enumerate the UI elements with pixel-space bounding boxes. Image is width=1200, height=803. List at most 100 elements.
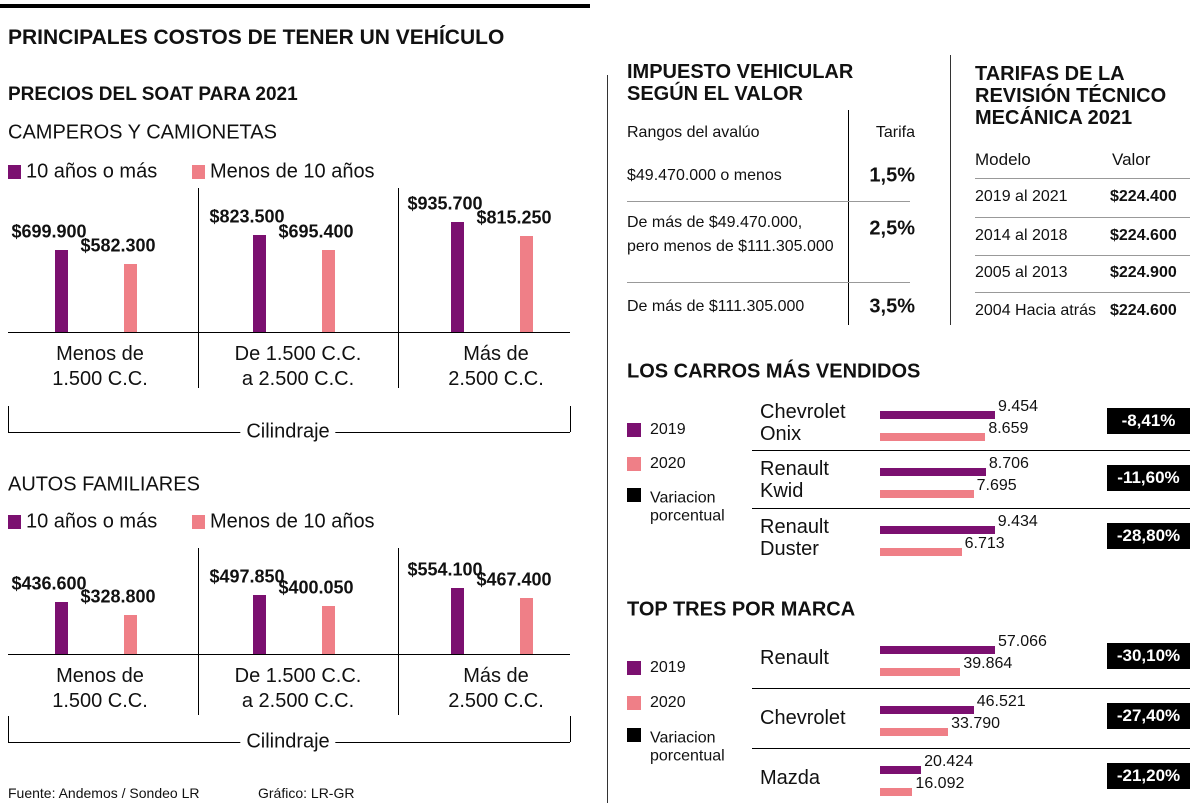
- legend-label: 2019: [650, 658, 686, 676]
- divider: [975, 217, 1190, 218]
- legend-swatch: [8, 515, 21, 529]
- category-label: Renault Kwid: [760, 458, 829, 502]
- divider: [752, 748, 1190, 749]
- legend-swatch: [627, 696, 641, 710]
- value-label: 16.092: [915, 774, 965, 792]
- table-header: Rangos del avalúo: [627, 123, 760, 141]
- divider: [398, 548, 399, 715]
- divider: [950, 55, 951, 325]
- legend-label: 10 años o más: [26, 160, 158, 183]
- value-label: $815.250: [476, 207, 552, 228]
- value-label: $699.900: [11, 221, 87, 242]
- legend-label: 2020: [650, 454, 686, 472]
- table-title: TARIFAS DE LA REVISIÓN TÉCNICO MECÁNICA …: [975, 63, 1167, 129]
- value-label: 7.695: [976, 476, 1017, 494]
- category-label: De 1.500 C.C. a 2.500 C.C.: [234, 665, 362, 712]
- axis-label: Cilindraje: [240, 730, 336, 754]
- legend-label: Variacion porcentual: [650, 729, 725, 765]
- value-label: 46.521: [976, 692, 1026, 710]
- bar: [520, 598, 533, 654]
- chart-title: TOP TRES POR MARCA: [627, 598, 856, 621]
- bar: [322, 606, 335, 654]
- divider: [975, 292, 1190, 293]
- value-label: 20.424: [924, 752, 974, 770]
- divider: [570, 406, 571, 432]
- chart-subtitle: AUTOS FAMILIARES: [8, 473, 200, 496]
- variation-label: -21,20%: [1116, 766, 1181, 785]
- bar: [520, 236, 533, 332]
- bar: [880, 728, 949, 736]
- divider: [752, 508, 1190, 509]
- variation-label: -8,41%: [1121, 411, 1176, 430]
- bar: [880, 468, 986, 476]
- value-label: $436.600: [11, 573, 87, 594]
- legend-swatch: [192, 165, 205, 179]
- bar: [880, 526, 995, 534]
- table-cell: $224.600: [1110, 301, 1177, 319]
- bar: [880, 766, 922, 774]
- bar: [880, 490, 974, 498]
- table-cell: 1,5%: [869, 164, 915, 187]
- legend-swatch: [627, 457, 641, 471]
- bar: [880, 548, 962, 556]
- value-label: 6.713: [964, 534, 1005, 552]
- divider: [752, 688, 1190, 689]
- legend-swatch: [627, 423, 641, 437]
- axis-label: Cilindraje: [240, 420, 336, 444]
- bar: [322, 250, 335, 332]
- value-label: $823.500: [209, 206, 285, 227]
- table-cell: De más de $49.470.000, pero menos de $11…: [627, 214, 834, 255]
- divider: [198, 188, 199, 388]
- bar: [880, 668, 961, 676]
- value-label: 39.864: [963, 654, 1013, 672]
- divider: [398, 188, 399, 388]
- value-label: 9.454: [998, 397, 1039, 415]
- divider: [627, 282, 910, 283]
- variation-box: -21,20%: [1107, 763, 1190, 789]
- table-cell: $49.470.000 o menos: [627, 167, 782, 184]
- value-label: 33.790: [951, 714, 1001, 732]
- legend-label: 2020: [650, 693, 686, 711]
- legend-label: Variacion porcentual: [650, 489, 725, 525]
- table-cell: $224.600: [1110, 226, 1177, 244]
- bar: [880, 788, 913, 796]
- divider: [570, 716, 571, 742]
- bar: [55, 601, 68, 654]
- category-label: De 1.500 C.C. a 2.500 C.C.: [234, 343, 362, 390]
- category-label: Chevrolet: [760, 707, 846, 729]
- table-cell: $224.400: [1110, 187, 1177, 205]
- variation-box: -8,41%: [1107, 408, 1190, 434]
- divider: [607, 75, 608, 803]
- bar: [880, 706, 974, 714]
- table-cell: 2,5%: [869, 217, 915, 240]
- bar: [880, 433, 986, 441]
- chart-title: LOS CARROS MÁS VENDIDOS: [627, 360, 921, 383]
- value-label: 9.434: [997, 512, 1038, 530]
- section-title: PRECIOS DEL SOAT PARA 2021: [8, 84, 298, 106]
- credit-note: Gráfico: LR-GR: [258, 784, 355, 801]
- page-title: PRINCIPALES COSTOS DE TENER UN VEHÍCULO: [8, 25, 505, 49]
- divider: [0, 4, 590, 8]
- divider: [848, 110, 849, 325]
- variation-box: -11,60%: [1107, 465, 1190, 491]
- value-label: $554.100: [407, 559, 483, 580]
- category-label: Menos de 1.500 C.C.: [52, 665, 148, 712]
- category-label: Menos de 1.500 C.C.: [52, 343, 148, 390]
- variation-box: -27,40%: [1107, 703, 1190, 729]
- category-label: Mazda: [760, 767, 821, 789]
- divider: [975, 255, 1190, 256]
- category-label: Renault Duster: [760, 516, 829, 560]
- variation-label: -11,60%: [1117, 468, 1180, 487]
- value-label: 57.066: [998, 632, 1047, 650]
- divider: [8, 716, 9, 742]
- variation-box: -30,10%: [1107, 643, 1190, 669]
- value-label: $400.050: [278, 578, 354, 598]
- value-label: $695.400: [278, 221, 354, 242]
- category-label: Más de 2.500 C.C.: [448, 665, 544, 712]
- category-label: Chevrolet Onix: [760, 401, 846, 445]
- divider: [198, 548, 199, 715]
- legend-label: 2019: [650, 420, 686, 438]
- variation-label: -30,10%: [1116, 646, 1181, 665]
- value-label: $328.800: [80, 586, 156, 607]
- value-label: 8.706: [988, 454, 1029, 472]
